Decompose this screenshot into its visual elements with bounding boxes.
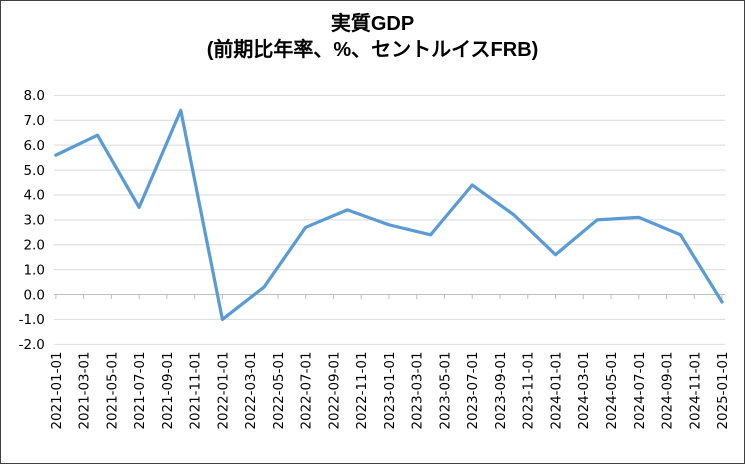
svg-text:2024-07-01: 2024-07-01 bbox=[633, 351, 648, 429]
svg-text:2021-11-01: 2021-11-01 bbox=[189, 351, 204, 429]
svg-text:2021-05-01: 2021-05-01 bbox=[105, 351, 120, 429]
svg-text:2023-11-01: 2023-11-01 bbox=[522, 351, 537, 429]
svg-text:2021-03-01: 2021-03-01 bbox=[78, 351, 93, 429]
data-line bbox=[54, 108, 724, 322]
svg-text:5.0: 5.0 bbox=[23, 164, 44, 179]
svg-text:0.0: 0.0 bbox=[23, 288, 44, 303]
svg-text:2023-09-01: 2023-09-01 bbox=[494, 351, 509, 429]
chart-title-block: 実質GDP (前期比年率、%、セントルイスFRB) bbox=[1, 11, 744, 63]
x-axis-labels: 2021-01-01 2021-03-01 2021-05-01 2021-07-01… bbox=[50, 351, 731, 429]
svg-text:2023-05-01: 2023-05-01 bbox=[438, 351, 453, 429]
y-axis-labels: 8.0 7.0 6.0 5.0 4.0 3.0 2.0 1.0 0.0 -1.0 -2.0 bbox=[19, 89, 45, 353]
svg-text:4.0: 4.0 bbox=[23, 189, 44, 204]
chart-title: 実質GDP bbox=[330, 13, 415, 35]
svg-text:2022-07-01: 2022-07-01 bbox=[300, 351, 315, 429]
svg-text:2021-01-01: 2021-01-01 bbox=[50, 351, 65, 429]
svg-text:2022-11-01: 2022-11-01 bbox=[355, 351, 370, 429]
svg-text:2024-11-01: 2024-11-01 bbox=[688, 351, 703, 429]
gdp-series-line bbox=[54, 108, 724, 322]
svg-text:2024-01-01: 2024-01-01 bbox=[549, 351, 564, 429]
svg-text:6.0: 6.0 bbox=[23, 139, 44, 154]
svg-text:2022-03-01: 2022-03-01 bbox=[244, 351, 259, 429]
svg-text:2024-09-01: 2024-09-01 bbox=[661, 351, 676, 429]
svg-text:7.0: 7.0 bbox=[23, 114, 44, 129]
svg-text:2022-09-01: 2022-09-01 bbox=[327, 351, 342, 429]
svg-text:2023-03-01: 2023-03-01 bbox=[411, 351, 426, 429]
gridlines bbox=[53, 94, 726, 345]
svg-text:2025-01-01: 2025-01-01 bbox=[716, 351, 731, 429]
svg-text:2022-05-01: 2022-05-01 bbox=[272, 351, 287, 429]
svg-text:2024-05-01: 2024-05-01 bbox=[605, 351, 620, 429]
svg-text:8.0: 8.0 bbox=[23, 89, 44, 104]
svg-text:2022-01-01: 2022-01-01 bbox=[216, 351, 231, 429]
svg-text:2023-07-01: 2023-07-01 bbox=[466, 351, 481, 429]
svg-text:3.0: 3.0 bbox=[23, 214, 44, 229]
svg-text:2024-03-01: 2024-03-01 bbox=[577, 351, 592, 429]
svg-text:-2.0: -2.0 bbox=[19, 338, 45, 353]
svg-text:2021-07-01: 2021-07-01 bbox=[133, 351, 148, 429]
svg-text:2023-01-01: 2023-01-01 bbox=[383, 351, 398, 429]
x-axis-ticks bbox=[55, 294, 723, 300]
svg-text:-1.0: -1.0 bbox=[19, 313, 45, 328]
svg-text:2.0: 2.0 bbox=[23, 239, 44, 254]
chart-subtitle: (前期比年率、%、セントルイスFRB) bbox=[206, 39, 539, 61]
svg-text:1.0: 1.0 bbox=[23, 263, 44, 278]
svg-text:2021-09-01: 2021-09-01 bbox=[161, 351, 176, 429]
